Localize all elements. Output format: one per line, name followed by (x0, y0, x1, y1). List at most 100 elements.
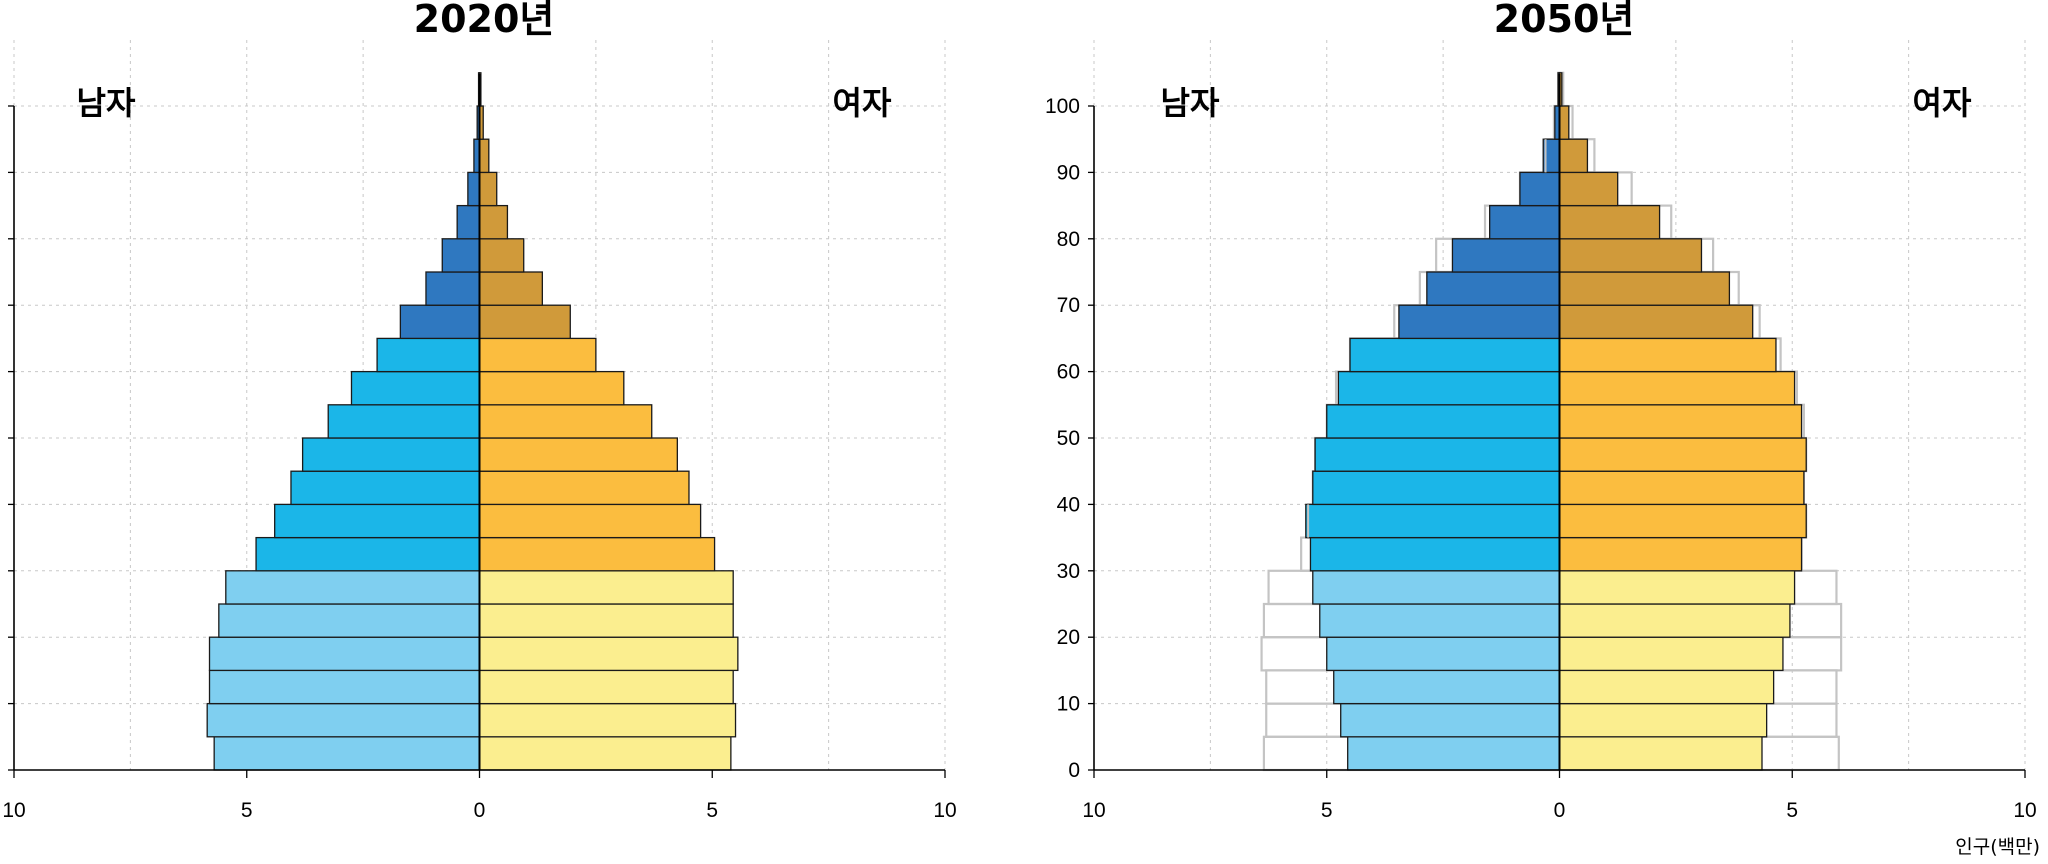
x-tick-label: 5 (1321, 799, 1333, 822)
bar-female-65-69 (478, 304, 571, 340)
bar-male-40-44 (1312, 470, 1561, 506)
x-tick-label: 0 (474, 799, 486, 822)
bar-male-45-49 (1314, 437, 1561, 472)
y-tick-label: 80 (1057, 228, 1080, 251)
bar-male-10-14 (208, 669, 481, 705)
bar-male-40-44 (290, 470, 481, 506)
bar-female-20-24 (1558, 603, 1791, 638)
y-tick-label: 20 (1057, 626, 1080, 649)
chart-title: 2020년 (414, 0, 555, 41)
bar-female-25-29 (1558, 570, 1796, 605)
bar-male-75-79 (441, 238, 481, 273)
bar-female-90-94 (1558, 138, 1589, 174)
bar-male-80-84 (456, 204, 481, 240)
x-tick-label: 10 (2, 799, 25, 822)
bar-female-60-64 (1558, 337, 1777, 373)
bar-female-30-34 (478, 536, 716, 572)
bar-male-45-49 (301, 437, 481, 472)
y-tick-label: 10 (1057, 693, 1080, 716)
bar-male-25-29 (225, 570, 481, 605)
bar-female-30-34 (1558, 536, 1803, 572)
bar-male-85-89 (467, 171, 481, 207)
bar-female-15-19 (478, 636, 739, 672)
bar-male-70-74 (425, 271, 481, 306)
bar-male-30-34 (255, 536, 481, 572)
bar-female-70-74 (1558, 271, 1731, 306)
bar-female-10-14 (478, 669, 734, 705)
male-label: 남자 (77, 84, 136, 122)
bar-female-70-74 (478, 271, 543, 306)
bar-male-0-4 (213, 736, 481, 771)
bar-female-65-69 (1558, 304, 1754, 340)
bar-male-5-9 (206, 702, 481, 738)
bar-male-10-14 (1333, 669, 1561, 705)
x-tick-label: 0 (1554, 799, 1566, 822)
bar-female-0-4 (478, 736, 732, 771)
bar-female-75-79 (478, 238, 525, 273)
x-tick-label: 10 (2013, 799, 2036, 822)
bar-female-40-44 (1558, 470, 1805, 506)
bar-female-60-64 (478, 337, 597, 373)
bar-female-15-19 (1558, 636, 1784, 672)
bar-female-45-49 (1558, 437, 1807, 472)
bar-male-55-59 (1337, 370, 1561, 406)
bar-female-20-24 (478, 603, 734, 638)
bar-female-0-4 (1558, 736, 1763, 771)
bar-female-35-39 (478, 503, 702, 539)
female-label: 여자 (833, 84, 892, 122)
bar-male-50-54 (327, 404, 481, 439)
y-tick-label: 40 (1057, 493, 1080, 516)
bar-female-95-99 (1558, 105, 1570, 140)
bar-male-15-19 (208, 636, 481, 672)
bar-male-70-74 (1426, 271, 1561, 306)
bar-female-50-54 (1558, 404, 1803, 439)
bar-male-30-34 (1309, 536, 1561, 572)
bar-female-80-84 (1558, 204, 1661, 240)
bar-female-55-59 (1558, 370, 1796, 406)
bar-female-50-54 (478, 404, 653, 439)
male-label: 남자 (1161, 84, 1220, 122)
bar-female-90-94 (478, 138, 490, 174)
bar-male-15-19 (1326, 636, 1561, 672)
bar-female-5-9 (478, 702, 737, 738)
x-tick-label: 10 (933, 799, 956, 822)
bar-female-5-9 (1558, 702, 1768, 738)
bar-female-45-49 (478, 437, 678, 472)
bar-male-35-39 (1305, 503, 1561, 539)
bar-female-10-14 (1558, 669, 1775, 705)
y-tick-label: 50 (1057, 427, 1080, 450)
bar-male-60-64 (376, 337, 481, 373)
y-tick-label: 90 (1057, 161, 1080, 184)
chart-title: 2050년 (1494, 0, 1635, 41)
bar-female-85-89 (1558, 171, 1619, 207)
bar-female-85-89 (478, 171, 498, 207)
x-tick-label: 5 (241, 799, 253, 822)
bar-female-25-29 (478, 570, 734, 605)
bar-male-25-29 (1312, 570, 1561, 605)
bar-female-40-44 (478, 470, 690, 506)
bar-female-55-59 (478, 370, 625, 406)
x-tick-label: 10 (1082, 799, 1105, 822)
y-tick-label: 100 (1045, 95, 1080, 118)
bar-male-55-59 (350, 370, 481, 406)
unit-label: 인구(백만) (1955, 836, 2040, 858)
x-tick-label: 5 (706, 799, 718, 822)
bar-male-85-89 (1519, 171, 1561, 207)
y-tick-label: 60 (1057, 361, 1080, 384)
bar-male-65-69 (399, 304, 481, 340)
bar-male-20-24 (218, 603, 481, 638)
y-tick-label: 30 (1057, 560, 1080, 583)
bar-male-50-54 (1326, 404, 1561, 439)
bar-male-75-79 (1451, 238, 1561, 273)
bar-male-20-24 (1319, 603, 1561, 638)
x-tick-label: 5 (1786, 799, 1798, 822)
bar-female-35-39 (1558, 503, 1807, 539)
bar-male-65-69 (1398, 304, 1561, 340)
bar-male-60-64 (1349, 337, 1561, 373)
y-tick-label: 70 (1057, 294, 1080, 317)
bar-male-0-4 (1347, 736, 1561, 771)
bar-female-75-79 (1558, 238, 1703, 273)
